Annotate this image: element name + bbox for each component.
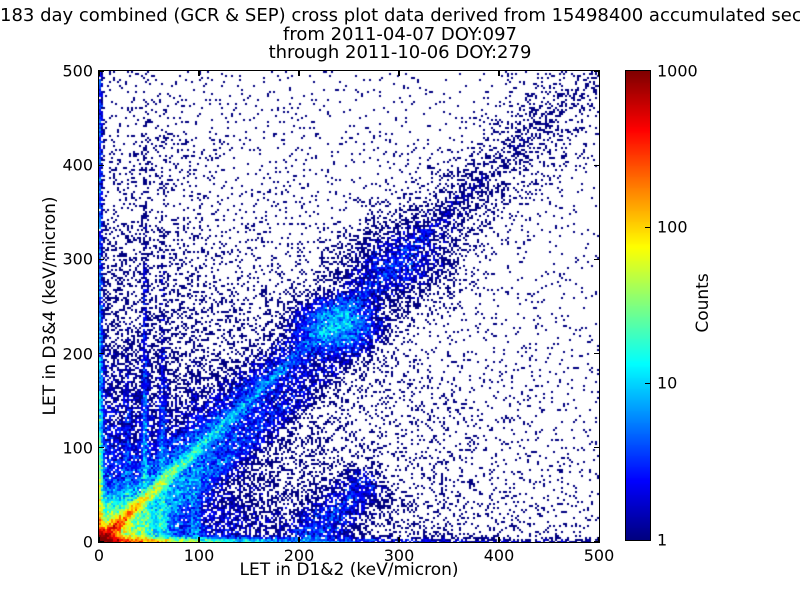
plot-area (98, 70, 600, 543)
tick-mark (99, 70, 104, 72)
colorbar-tick-label: 100 (657, 217, 688, 237)
colorbar-tick-label: 1000 (657, 61, 698, 81)
chart-subtitle-from: from 2011-04-07 DOY:097 (282, 23, 517, 45)
y-tick-label: 400 (62, 155, 93, 175)
tick-mark (594, 70, 599, 72)
tick-mark (598, 537, 600, 542)
chart-title-block: 183 day combined (GCR & SEP) cross plot … (0, 5, 800, 63)
y-tick-label: 0 (82, 532, 93, 552)
tick-mark (98, 537, 100, 542)
tick-mark (198, 537, 200, 542)
tick-mark (498, 537, 500, 542)
colorbar-tick-label: 10 (657, 373, 678, 393)
tick-mark (645, 226, 650, 228)
chart-title: 183 day combined (GCR & SEP) cross plot … (0, 5, 800, 26)
x-tick-label: 100 (183, 546, 215, 565)
tick-mark (99, 258, 104, 260)
colorbar-tick-label: 1 (657, 530, 668, 550)
tick-mark (298, 537, 300, 542)
y-tick-label: 200 (62, 344, 93, 364)
tick-mark (398, 71, 400, 76)
tick-mark (594, 541, 599, 543)
tick-mark (298, 71, 300, 76)
tick-mark (594, 258, 599, 260)
colorbar (625, 70, 651, 541)
x-tick-label: 0 (93, 546, 105, 565)
tick-mark (99, 447, 104, 449)
tick-mark (594, 353, 599, 355)
tick-mark (99, 541, 104, 543)
x-tick-label: 400 (483, 546, 515, 565)
x-axis-label: LET in D1&2 (keV/micron) (239, 560, 459, 580)
tick-mark (645, 383, 650, 385)
x-tick-label: 200 (283, 546, 315, 565)
tick-mark (498, 71, 500, 76)
y-tick-label: 500 (62, 61, 93, 81)
chart-subtitle-through: through 2011-10-06 DOY:279 (268, 42, 532, 63)
tick-mark (99, 353, 104, 355)
x-tick-label: 300 (383, 546, 415, 565)
tick-mark (98, 71, 100, 76)
density-scatter-canvas (99, 71, 599, 542)
y-tick-label: 100 (62, 438, 93, 458)
y-axis-label: LET in D3&4 (keV/micron) (40, 196, 60, 416)
x-tick-label: 500 (583, 546, 615, 565)
colorbar-gradient-canvas (626, 71, 650, 540)
tick-mark (594, 447, 599, 449)
tick-mark (198, 71, 200, 76)
tick-mark (99, 164, 104, 166)
tick-mark (598, 71, 600, 76)
tick-mark (594, 164, 599, 166)
colorbar-axis-label: Counts (693, 273, 713, 333)
tick-mark (398, 537, 400, 542)
y-tick-label: 300 (62, 249, 93, 269)
